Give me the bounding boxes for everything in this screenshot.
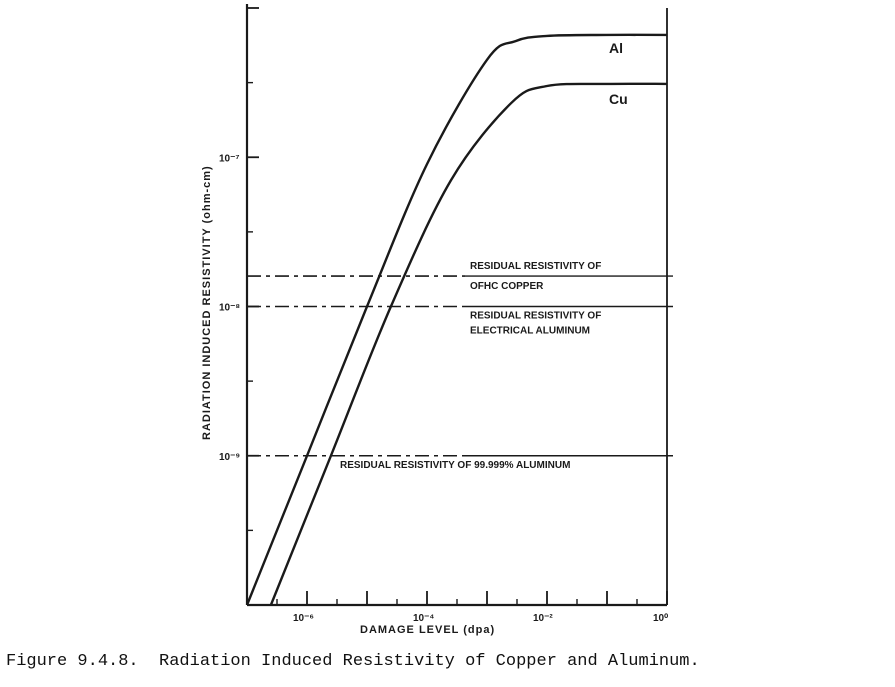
chart: 10⁻⁶ 10⁻⁴ 10⁻² 10⁰ 10⁻⁹ 10⁻⁸ 10⁻⁷ DAMAGE LEVEL … xyxy=(201,4,673,636)
reference-label: RESIDUAL RESISTIVITY OF xyxy=(470,261,601,272)
y-tick-label: 10⁻⁹ xyxy=(219,452,240,463)
x-axis-title: DAMAGE LEVEL (dpa) xyxy=(360,624,495,636)
y-tick-label: 10⁻⁷ xyxy=(219,153,240,164)
y-axis-title: RADIATION INDUCED RESISTIVITY (ohm-cm) xyxy=(201,165,213,440)
reference-label: RESIDUAL RESISTIVITY OF xyxy=(470,311,601,322)
reference-label: RESIDUAL RESISTIVITY OF 99.999% ALUMINUM xyxy=(340,460,570,471)
series-al-label: Al xyxy=(609,40,623,56)
figure-caption: Figure 9.4.8. Radiation Induced Resistiv… xyxy=(6,652,700,671)
series-al-line xyxy=(245,33,668,606)
reference-label-line2: ELECTRICAL ALUMINUM xyxy=(470,326,590,337)
series-cu-line xyxy=(269,82,668,606)
reference-lines xyxy=(247,275,673,457)
y-tick-label: 10⁻⁸ xyxy=(219,303,240,314)
x-tick-label: 10⁻⁴ xyxy=(413,613,434,624)
curves xyxy=(245,33,668,606)
x-tick-label: 10⁰ xyxy=(653,613,668,624)
x-tick-label: 10⁻² xyxy=(533,613,553,624)
axes xyxy=(245,4,668,607)
labels: 10⁻⁶ 10⁻⁴ 10⁻² 10⁰ 10⁻⁹ 10⁻⁸ 10⁻⁷ DAMAGE LEVEL … xyxy=(201,40,668,636)
x-tick-label: 10⁻⁶ xyxy=(293,613,314,624)
series-cu-label: Cu xyxy=(609,91,628,107)
reference-label-line2: OFHC COPPER xyxy=(470,281,544,292)
